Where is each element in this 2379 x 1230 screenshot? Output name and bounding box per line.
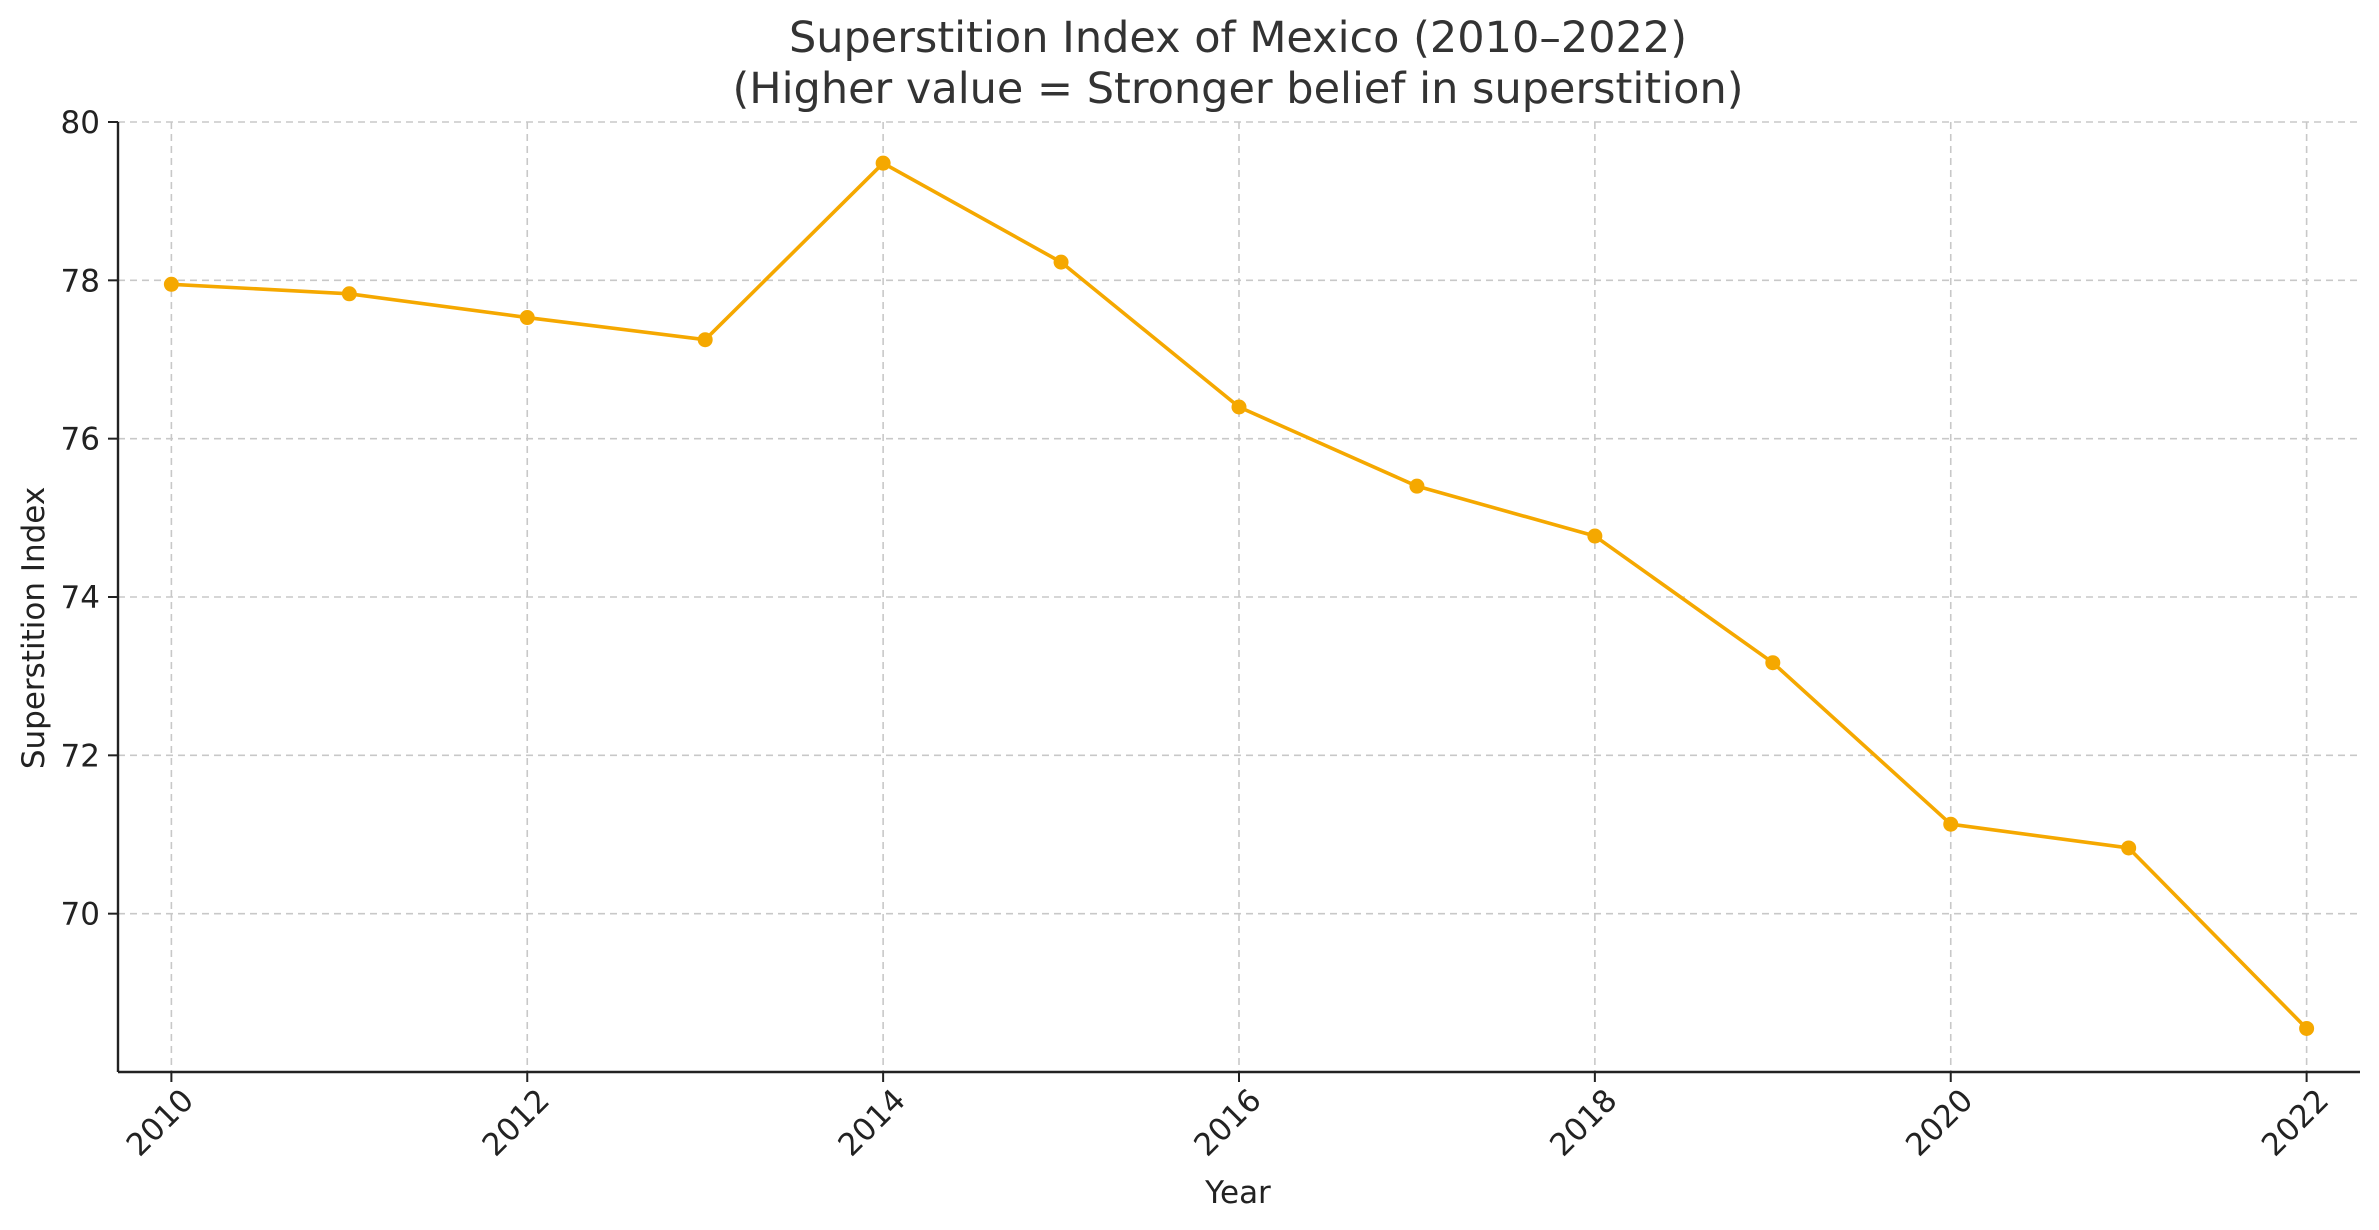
data-point-2020 (1943, 816, 1959, 832)
y-tick-label-2: 74 (61, 580, 100, 616)
x-tick-label-3: 2016 (1187, 1082, 1268, 1163)
y-tick-label-1: 72 (61, 738, 100, 774)
data-point-2018 (1587, 528, 1603, 544)
y-tick-label-3: 76 (61, 422, 100, 458)
x-tick-label-5: 2020 (1899, 1082, 1980, 1163)
tick-labels: 2010 2012 2014 2016 2018 2020 2022 70 72 74 76 78 80 (61, 105, 2337, 1164)
chart-title: Superstition Index of Mexico (2010–2022) (789, 13, 1687, 63)
data-point-2021 (2121, 840, 2137, 856)
y-tick-label-5: 80 (61, 105, 100, 141)
y-tick-label-4: 78 (61, 263, 100, 299)
x-tick-label-1: 2012 (476, 1082, 557, 1163)
data-point-2014 (875, 155, 891, 171)
y-tick-label-0: 70 (61, 897, 100, 933)
series-layer (163, 155, 2315, 1036)
chart-subtitle: (Higher value = Stronger belief in super… (733, 64, 1744, 114)
x-tick-label-6: 2022 (2255, 1082, 2336, 1163)
data-point-2010 (163, 276, 179, 292)
x-tick-label-2: 2014 (831, 1082, 912, 1163)
x-tick-label-0: 2010 (120, 1082, 201, 1163)
data-point-2015 (1053, 254, 1069, 270)
data-point-2017 (1409, 478, 1425, 494)
x-axis-label: Year (1204, 1175, 1271, 1211)
grid-lines (118, 121, 2360, 1072)
data-point-2012 (519, 310, 535, 326)
data-point-2013 (697, 332, 713, 348)
data-point-2022 (2299, 1020, 2315, 1036)
data-point-2011 (341, 286, 357, 302)
y-axis-label: Superstition Index (16, 487, 52, 769)
x-tick-label-4: 2018 (1543, 1082, 1624, 1163)
data-point-2019 (1765, 655, 1781, 671)
data-point-2016 (1231, 399, 1247, 415)
axes (108, 121, 2360, 1082)
